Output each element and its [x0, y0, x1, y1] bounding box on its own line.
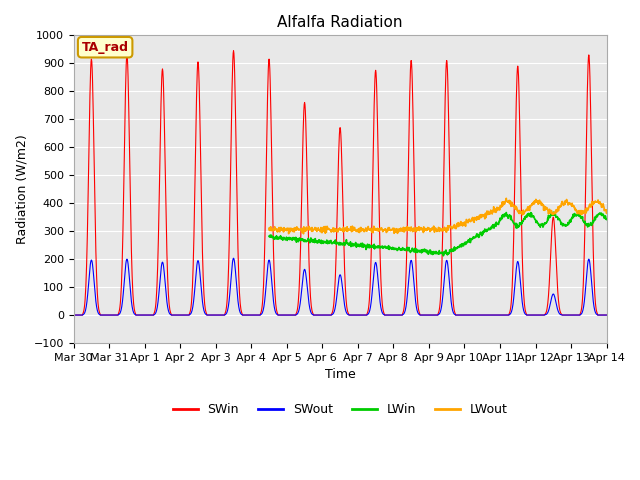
SWout	[492, 312, 500, 318]
Title: Alfalfa Radiation: Alfalfa Radiation	[277, 15, 403, 30]
SWin	[230, 48, 237, 54]
LWin	[638, 217, 640, 223]
SWin	[343, 306, 351, 312]
LWout	[638, 210, 640, 216]
Legend: SWin, SWout, LWin, LWout: SWin, SWout, LWin, LWout	[168, 398, 513, 421]
LWout	[265, 226, 273, 231]
LWout	[631, 206, 639, 212]
LWin	[631, 222, 639, 228]
LWout	[296, 227, 303, 233]
SWin	[638, 312, 640, 318]
LWout	[502, 195, 510, 201]
SWin	[159, 66, 166, 72]
LWin	[296, 237, 303, 243]
LWin	[550, 209, 557, 215]
SWin	[575, 312, 583, 318]
LWin	[629, 221, 637, 227]
SWout	[333, 297, 340, 302]
SWout	[343, 311, 351, 317]
SWin	[333, 241, 340, 247]
LWout	[463, 216, 470, 222]
Line: LWout: LWout	[269, 198, 640, 234]
X-axis label: Time: Time	[324, 368, 355, 381]
SWout	[631, 312, 639, 318]
SWin	[70, 312, 77, 318]
Line: SWout: SWout	[74, 258, 640, 315]
Y-axis label: Radiation (W/m2): Radiation (W/m2)	[15, 134, 28, 244]
LWout	[395, 229, 403, 235]
SWout	[70, 312, 77, 318]
SWout	[230, 255, 237, 261]
LWout	[300, 231, 307, 237]
LWin	[265, 233, 273, 239]
Line: SWin: SWin	[74, 51, 640, 315]
LWin	[394, 246, 402, 252]
Text: TA_rad: TA_rad	[82, 41, 129, 54]
LWout	[629, 203, 637, 209]
SWin	[631, 312, 639, 318]
Line: LWin: LWin	[269, 212, 640, 256]
SWin	[492, 312, 500, 318]
SWout	[159, 259, 166, 265]
LWin	[440, 253, 447, 259]
SWout	[638, 312, 640, 318]
SWout	[575, 312, 583, 318]
LWin	[434, 250, 442, 256]
LWin	[463, 240, 470, 246]
LWout	[435, 226, 442, 232]
